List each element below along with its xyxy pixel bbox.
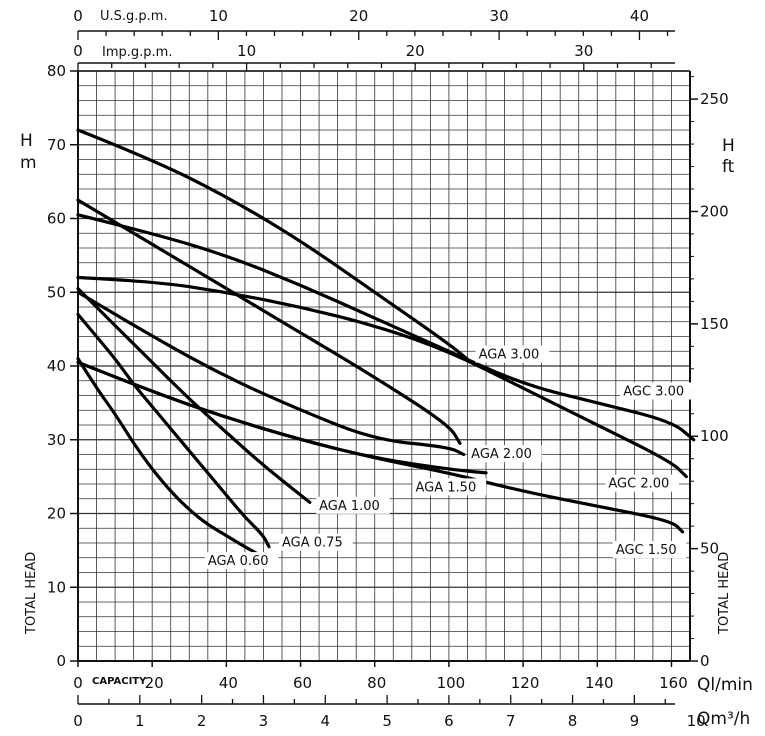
axis-unit-hft-top: H xyxy=(722,136,735,156)
tick-label-usgpm: 10 xyxy=(209,7,228,25)
tick-label-usgpm: 0 xyxy=(73,7,83,25)
axis-unit-qm3: Qm³/h xyxy=(697,709,750,729)
series-line-aga-0-60 xyxy=(76,357,260,556)
tick-label-hm: 0 xyxy=(56,652,66,670)
tick-label-hft: 150 xyxy=(700,315,729,333)
tick-label-hm: 80 xyxy=(47,62,66,80)
tick-label-qm3: 3 xyxy=(259,712,269,730)
tick-label-hm: 10 xyxy=(47,578,66,596)
tick-label-ql: 0 xyxy=(73,674,83,692)
series-label: AGA 1.00 xyxy=(319,499,380,514)
series-label-bg xyxy=(475,345,550,363)
tick-label-impgpm: 30 xyxy=(574,42,593,60)
series-label-bg xyxy=(316,496,390,514)
series-label-bg xyxy=(605,474,679,492)
axis-unit-impgpm: Imp.g.p.m. xyxy=(102,45,172,60)
series-label-bg xyxy=(620,382,694,400)
tick-label-qm3: 4 xyxy=(320,712,330,730)
series-label: AGA 3.00 xyxy=(479,348,540,363)
series-labels: AGA 0.60 AGA 0.75 AGA 1.00 AGA 1.50 AGC 1.50… xyxy=(204,345,694,570)
tick-label-qm3: 5 xyxy=(382,712,392,730)
tick-label-usgpm: 20 xyxy=(349,7,368,25)
tick-label-usgpm: 30 xyxy=(490,7,509,25)
series-label-bg xyxy=(468,445,542,463)
tick-label-qm3: 1 xyxy=(135,712,145,730)
tick-label-hft: 50 xyxy=(700,540,719,558)
tick-label-hft: 0 xyxy=(700,652,710,670)
series-line-agc-1-50 xyxy=(76,360,685,534)
series-label-bg xyxy=(612,541,687,559)
tick-label-hm: 20 xyxy=(47,505,66,523)
tick-label-hft: 200 xyxy=(700,202,729,220)
tick-label-ql: 140 xyxy=(585,674,614,692)
tick-label-ql: 120 xyxy=(511,674,540,692)
series-label: AGA 1.50 xyxy=(416,480,477,495)
tick-label-ql: 60 xyxy=(293,674,312,692)
tick-label-ql: 20 xyxy=(145,674,164,692)
tick-label-impgpm: 20 xyxy=(406,42,425,60)
tick-label-ql: 80 xyxy=(367,674,386,692)
series-line-aga-2-00-hv- xyxy=(76,198,462,445)
tick-label-usgpm: 40 xyxy=(630,7,649,25)
series-label: AGC 3.00 xyxy=(623,385,684,400)
series-label: AGC 1.50 xyxy=(616,543,677,558)
series-line-agc-2-00 xyxy=(76,275,688,479)
series-line-aga-1-00 xyxy=(76,287,312,504)
axis-unit-hm-bottom: m xyxy=(20,153,37,173)
tick-label-ql: 160 xyxy=(659,674,688,692)
tick-label-qm3: 7 xyxy=(506,712,516,730)
tick-label-qm3: 6 xyxy=(444,712,454,730)
series-line-agc-3-00 xyxy=(76,213,696,442)
series-line-aga-0-75 xyxy=(76,312,271,549)
y-axis-label-left: TOTAL HEAD xyxy=(24,552,39,635)
capacity-label: CAPACITY xyxy=(92,676,147,687)
axis-unit-hft-bottom: ft xyxy=(722,157,735,177)
axis-unit-usgpm: U.S.g.p.m. xyxy=(100,9,168,24)
tick-label-hft: 100 xyxy=(700,427,729,445)
tick-label-hm: 70 xyxy=(47,136,66,154)
series-line-aga-3-00 xyxy=(76,128,473,364)
tick-label-qm3: 0 xyxy=(73,712,83,730)
series-label-bg xyxy=(412,478,487,496)
axis-unit-hm-top: H xyxy=(20,131,33,151)
series-label: AGA 0.75 xyxy=(282,536,343,551)
series-label: AGC 2.00 xyxy=(608,477,669,492)
series-label-bg xyxy=(279,533,353,551)
tick-label-qm3: 9 xyxy=(630,712,640,730)
series-line-aga-2-00 xyxy=(76,290,466,457)
axis-unit-ql: Ql/min xyxy=(697,675,753,695)
chart-grid xyxy=(77,70,691,662)
y-axis-label-right: TOTAL HEAD xyxy=(717,552,732,635)
tick-label-hft: 250 xyxy=(700,90,729,108)
tick-label-qm3: 8 xyxy=(568,712,578,730)
tick-label-impgpm: 10 xyxy=(237,42,256,60)
tick-label-hm: 60 xyxy=(47,210,66,228)
series-label-bg xyxy=(204,552,279,570)
series-curves xyxy=(76,128,696,556)
tick-label-ql: 40 xyxy=(219,674,238,692)
tick-label-hm: 40 xyxy=(47,357,66,375)
series-label: AGA 0.60 xyxy=(208,554,269,569)
tick-label-qm3: 2 xyxy=(197,712,207,730)
series-label: AGA 2.00 xyxy=(471,447,532,462)
tick-label-ql: 100 xyxy=(437,674,466,692)
tick-label-qm3: 10 xyxy=(687,712,706,730)
chart-axes xyxy=(77,30,691,705)
tick-label-hm: 30 xyxy=(47,431,66,449)
tick-label-hm: 50 xyxy=(47,283,66,301)
tick-label-impgpm: 0 xyxy=(73,42,83,60)
